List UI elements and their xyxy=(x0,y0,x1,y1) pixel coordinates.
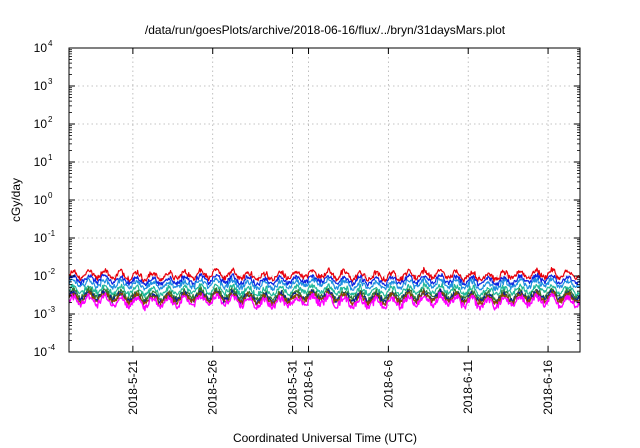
y-tick-exponent: 3 xyxy=(48,77,53,86)
y-tick-label: 10 xyxy=(34,345,48,359)
y-tick-label: 10 xyxy=(34,79,48,93)
y-tick-exponent: -2 xyxy=(48,267,56,276)
series-line xyxy=(68,276,581,292)
y-tick-exponent: 1 xyxy=(48,153,53,162)
y-tick-label: 10 xyxy=(34,193,48,207)
y-tick-exponent: -3 xyxy=(48,305,56,314)
y-tick-label: 10 xyxy=(34,269,48,283)
y-tick-label: 10 xyxy=(34,231,48,245)
series-line xyxy=(68,290,581,307)
series-line xyxy=(68,282,581,298)
chart-title: /data/run/goesPlots/archive/2018-06-16/f… xyxy=(145,23,506,37)
series-line xyxy=(69,272,581,287)
x-tick-label: 2018-6-6 xyxy=(381,360,395,408)
y-tick-exponent: -1 xyxy=(48,229,56,238)
x-tick-label: 2018-6-16 xyxy=(541,360,555,415)
y-tick-exponent: -4 xyxy=(48,343,56,352)
x-axis-title: Coordinated Universal Time (UTC) xyxy=(233,431,417,445)
series-line xyxy=(68,291,581,312)
y-tick-exponent: 2 xyxy=(48,115,53,124)
x-axis: 2018-5-21 2018-5-26 2018-5-31 2018-6-1 2018-… xyxy=(126,48,555,415)
y-tick-label: 10 xyxy=(34,41,48,55)
y-tick-exponent: 0 xyxy=(48,191,53,200)
x-tick-label: 2018-6-11 xyxy=(461,360,475,414)
y-tick-label: 10 xyxy=(34,155,48,169)
x-tick-label: 2018-5-26 xyxy=(206,360,220,415)
x-tick-label: 2018-6-1 xyxy=(302,360,316,408)
x-tick-label: 2018-5-31 xyxy=(286,360,300,415)
y-tick-label: 10 xyxy=(34,117,48,131)
x-tick-label: 2018-5-21 xyxy=(126,360,140,415)
y-tick-label: 10 xyxy=(34,307,48,321)
y-tick-exponent: 4 xyxy=(48,39,53,48)
series-layer xyxy=(68,266,581,312)
series-line xyxy=(68,266,581,284)
y-axis-title: cGy/day xyxy=(9,178,23,222)
